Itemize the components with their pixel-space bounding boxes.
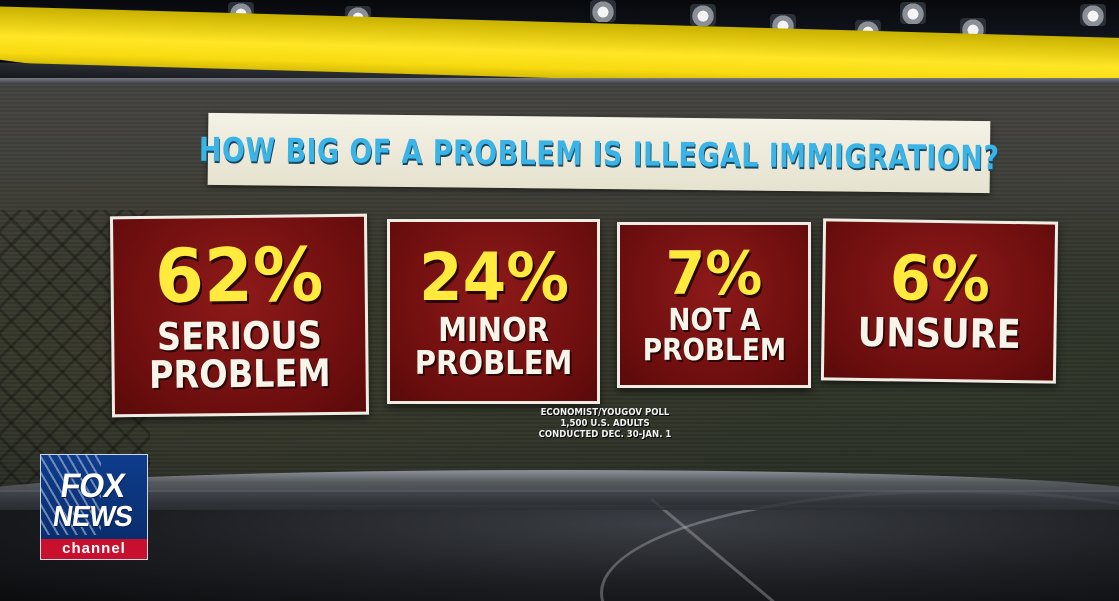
stage-light-icon xyxy=(690,4,716,26)
poll-source-note: ECONOMIST/YOUGOV POLL 1,500 U.S. ADULTS … xyxy=(500,407,710,440)
stage-light-icon xyxy=(1080,4,1106,26)
stat-label: UNSURE xyxy=(857,309,1021,359)
stage-light-icon xyxy=(590,0,616,22)
stat-label: MINOR PROBLEM xyxy=(414,309,573,382)
source-line-poll: ECONOMIST/YOUGOV POLL xyxy=(540,407,670,418)
logo-word-channel: channel xyxy=(41,539,147,559)
source-line-dates: CONDUCTED DEC. 30-JAN. 1 xyxy=(538,429,672,440)
studio-desk-rim xyxy=(0,470,1119,510)
stat-box-not-a-problem: 7% NOT A PROBLEM xyxy=(617,222,811,388)
stat-percent: 7% xyxy=(665,239,763,309)
stat-box-serious-problem: 62% SERIOUS PROBLEM xyxy=(109,213,370,418)
stat-label: SERIOUS PROBLEM xyxy=(149,312,332,397)
stat-percent: 62% xyxy=(154,231,324,320)
fox-news-channel-logo: FOX NEWS channel xyxy=(40,454,148,560)
video-wall-frame xyxy=(0,78,1119,84)
stat-box-minor-problem: 24% MINOR PROBLEM xyxy=(387,219,600,404)
stat-label: NOT A PROBLEM xyxy=(642,303,786,368)
source-line-sample: 1,500 U.S. ADULTS xyxy=(560,418,650,429)
poll-question: HOW BIG OF A PROBLEM IS ILLEGAL IMMIGRAT… xyxy=(198,129,1000,177)
stat-percent: 6% xyxy=(889,241,991,316)
stat-percent: 24% xyxy=(418,238,569,316)
stage-light-icon xyxy=(900,2,926,24)
logo-searchlight-icon xyxy=(41,455,101,535)
stat-box-unsure: 6% UNSURE xyxy=(820,218,1059,384)
logo-word-news: NEWS xyxy=(50,501,135,533)
poll-question-banner: HOW BIG OF A PROBLEM IS ILLEGAL IMMIGRAT… xyxy=(199,112,999,194)
